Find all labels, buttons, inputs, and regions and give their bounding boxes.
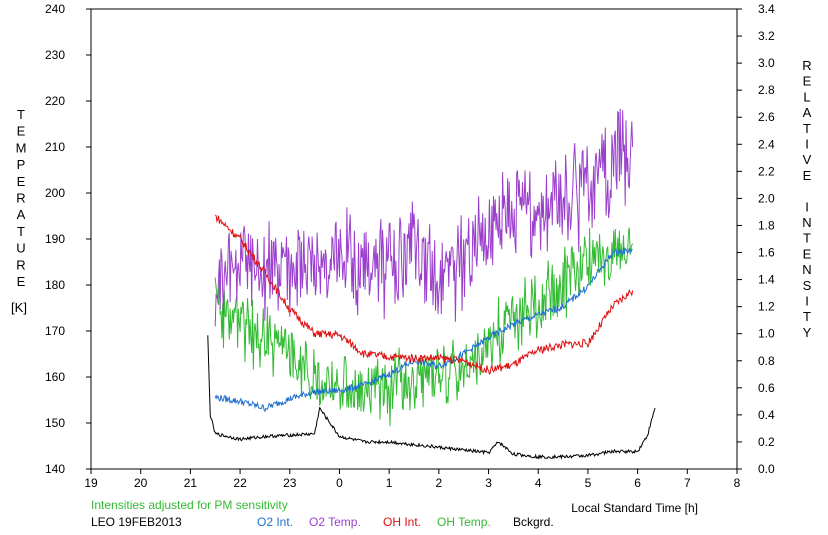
right-axis-letter: I bbox=[805, 294, 809, 309]
series-bckgrd-line bbox=[207, 335, 656, 461]
left-axis-letter: U bbox=[16, 241, 25, 256]
y-left-tick-label: 210 bbox=[45, 140, 65, 154]
y-right-tick-label: 1.8 bbox=[758, 218, 775, 232]
right-axis-letter: I bbox=[805, 199, 809, 214]
right-axis-letter: S bbox=[803, 278, 812, 293]
right-axis-letter: E bbox=[803, 74, 812, 89]
x-tick-label: 2 bbox=[436, 476, 443, 490]
x-tick-label: 0 bbox=[336, 476, 343, 490]
legend: O2 Int. O2 Temp. OH Int. OH Temp. Bckgrd. bbox=[257, 515, 554, 529]
right-axis-letter: L bbox=[803, 89, 810, 104]
left-axis-letter: E bbox=[17, 174, 26, 189]
pm-sensitivity-note: Intensities adjusted for PM sensitivity bbox=[91, 498, 288, 512]
x-tick-label: 3 bbox=[485, 476, 492, 490]
right-axis-letter: T bbox=[803, 121, 811, 136]
left-axis-letter: E bbox=[17, 274, 26, 289]
y-left-tick-label: 200 bbox=[45, 186, 65, 200]
left-axis-letter: M bbox=[16, 140, 27, 155]
legend-entry: Bckgrd. bbox=[513, 515, 554, 529]
y-right-tick-label: 2.0 bbox=[758, 191, 775, 205]
y-right-tick-label: 2.8 bbox=[758, 83, 775, 97]
left-axis-letter: P bbox=[17, 157, 26, 172]
x-tick-label: 7 bbox=[684, 476, 691, 490]
y-right-tick-label: 0.0 bbox=[758, 462, 775, 476]
legend-entry: OH Int. bbox=[383, 515, 421, 529]
x-tick-label: 21 bbox=[184, 476, 198, 490]
y-left-tick-label: 140 bbox=[45, 462, 65, 476]
x-axis-label: Local Standard Time [h] bbox=[571, 501, 698, 515]
x-tick-label: 19 bbox=[84, 476, 98, 490]
y-right-tick-label: 0.6 bbox=[758, 381, 775, 395]
x-tick-label: 22 bbox=[233, 476, 247, 490]
left-axis-unit: [K] bbox=[11, 300, 27, 315]
x-tick-label: 4 bbox=[535, 476, 542, 490]
legend-entry: O2 Temp. bbox=[309, 515, 361, 529]
y-right-tick-label: 0.2 bbox=[758, 435, 775, 449]
y-right-tick-label: 3.4 bbox=[758, 2, 775, 16]
right-axis-letter: A bbox=[803, 105, 812, 120]
right-axis-letter: E bbox=[803, 246, 812, 261]
y-right-tick-label: 2.2 bbox=[758, 164, 775, 178]
y-left-tick-label: 240 bbox=[45, 2, 65, 16]
y-left-tick-label: 190 bbox=[45, 232, 65, 246]
x-tick-label: 20 bbox=[134, 476, 148, 490]
site-date-label: LEO 19FEB2013 bbox=[91, 515, 182, 529]
x-axis: 19 20 21 22 23 0 1 2 3 4 5 6 7 8 bbox=[84, 469, 741, 490]
right-axis-letter: R bbox=[802, 58, 811, 73]
y-right-tick-label: 0.4 bbox=[758, 408, 775, 422]
x-tick-label: 8 bbox=[734, 476, 741, 490]
right-axis-letter: V bbox=[803, 152, 812, 167]
y-left-tick-label: 180 bbox=[45, 278, 65, 292]
x-tick-label: 6 bbox=[634, 476, 641, 490]
right-axis-letter: N bbox=[802, 262, 811, 277]
y-right-tick-label: 1.0 bbox=[758, 327, 775, 341]
y-left-axis: 140 150 160 170 180 190 200 210 220 230 240 bbox=[45, 2, 91, 476]
x-tick-label: 5 bbox=[585, 476, 592, 490]
y-left-tick-label: 170 bbox=[45, 324, 65, 338]
left-axis-letter: R bbox=[16, 191, 25, 206]
y-right-tick-label: 0.8 bbox=[758, 354, 775, 368]
y-right-tick-label: 2.4 bbox=[758, 137, 775, 151]
y-right-tick-label: 1.4 bbox=[758, 273, 775, 287]
left-axis-letter: R bbox=[16, 257, 25, 272]
y-left-tick-label: 160 bbox=[45, 370, 65, 384]
y-left-tick-label: 220 bbox=[45, 94, 65, 108]
y-right-tick-label: 1.6 bbox=[758, 246, 775, 260]
y-left-tick-label: 230 bbox=[45, 48, 65, 62]
y-right-axis: 0.0 0.2 0.4 0.6 0.8 1.0 1.2 1.4 1.6 1.8 2.0 2.2 2.4 2… bbox=[737, 2, 775, 476]
x-tick-label: 23 bbox=[283, 476, 297, 490]
legend-entry: O2 Int. bbox=[257, 515, 293, 529]
x-tick-label: 1 bbox=[386, 476, 393, 490]
series-layer bbox=[207, 108, 656, 461]
legend-entry: OH Temp. bbox=[437, 515, 491, 529]
left-axis-letter: A bbox=[17, 207, 26, 222]
right-axis-letter: T bbox=[803, 309, 811, 324]
y-right-tick-label: 3.2 bbox=[758, 29, 775, 43]
y-left-tick-label: 150 bbox=[45, 416, 65, 430]
y-right-tick-label: 3.0 bbox=[758, 56, 775, 70]
series-o2-temp-line bbox=[214, 108, 634, 327]
series-oh-temp-line bbox=[214, 227, 634, 427]
series-o2-int-line bbox=[214, 247, 633, 413]
left-axis-letter: T bbox=[17, 107, 25, 122]
left-axis-letter: T bbox=[17, 224, 25, 239]
right-axis-letter: T bbox=[803, 231, 811, 246]
right-axis-letter: Y bbox=[803, 325, 812, 340]
y-right-tick-label: 1.2 bbox=[758, 300, 775, 314]
right-axis-letter: E bbox=[803, 168, 812, 183]
right-axis-letter: N bbox=[802, 215, 811, 230]
series-oh-int-line bbox=[215, 214, 634, 375]
left-axis-letter: E bbox=[17, 124, 26, 139]
right-axis-letter: I bbox=[805, 137, 809, 152]
y-right-tick-label: 2.6 bbox=[758, 110, 775, 124]
